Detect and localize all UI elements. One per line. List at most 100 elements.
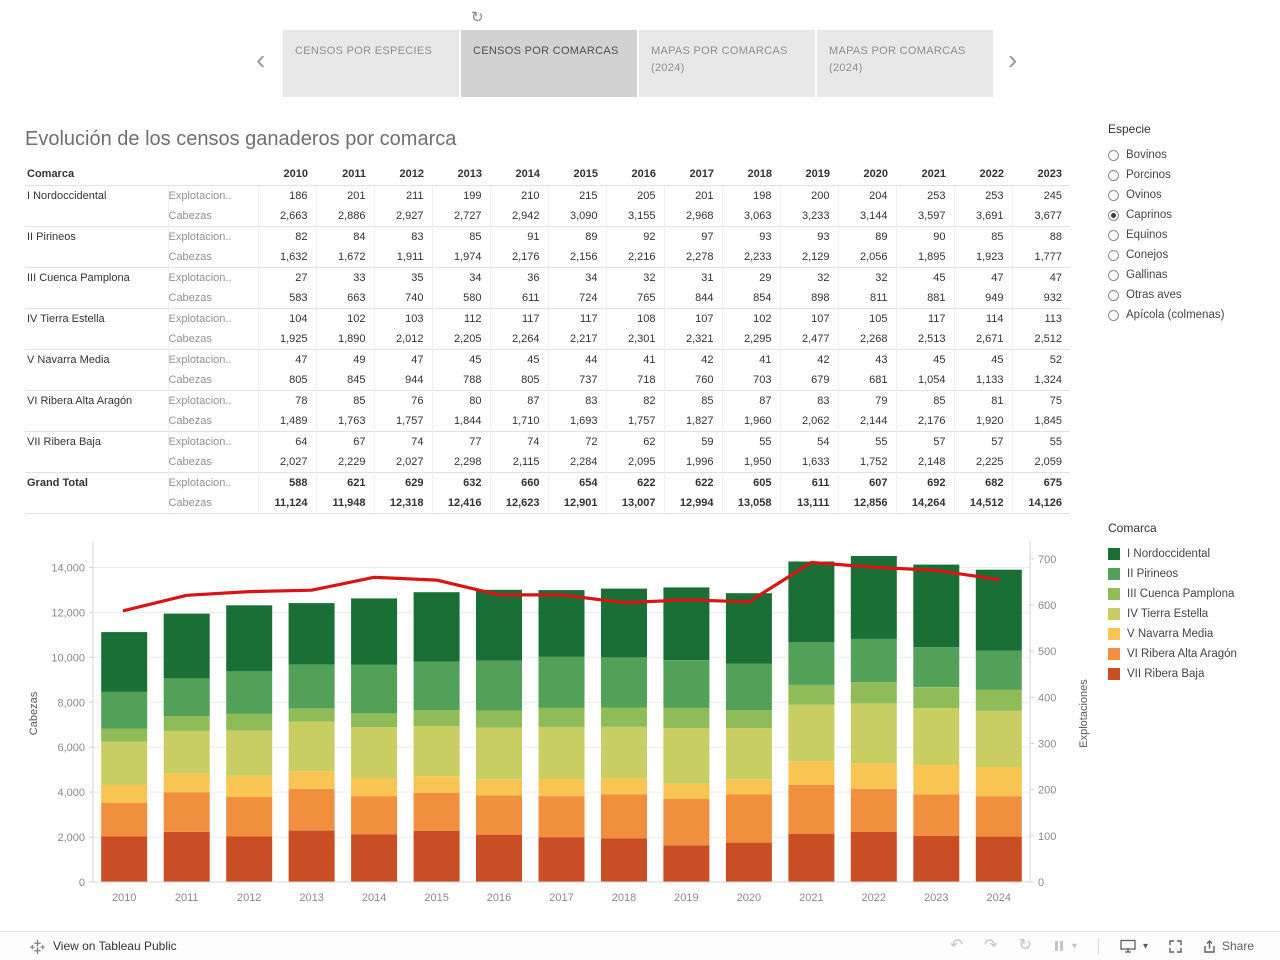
especie-option-otras-aves[interactable]: Otras aves: [1108, 285, 1278, 305]
cell-iii-cuenca-pamplona-2018[interactable]: 854: [721, 288, 780, 309]
cell-vi-ribera-alta-arag-n-2010[interactable]: 1,489: [257, 411, 316, 432]
cell-ii-pirineos-2021[interactable]: 1,895: [895, 247, 954, 268]
bar-segment-vi-ribera-alta-arag-n-2021[interactable]: [788, 784, 835, 834]
cell-i-nordoccidental-2021[interactable]: 253: [895, 185, 954, 206]
cell-vii-ribera-baja-2020[interactable]: 55: [837, 431, 896, 452]
radio-icon[interactable]: [1108, 169, 1119, 181]
cell-ii-pirineos-2011[interactable]: 84: [315, 226, 374, 247]
cell-vi-ribera-alta-arag-n-2016[interactable]: 82: [605, 390, 664, 411]
cell-grand-total-2013[interactable]: 632: [431, 472, 490, 493]
cell-ii-pirineos-2012[interactable]: 1,911: [373, 247, 432, 268]
cell-grand-total-2019[interactable]: 611: [779, 472, 838, 493]
cell-ii-pirineos-2010[interactable]: 82: [257, 226, 316, 247]
cell-i-nordoccidental-2016[interactable]: 3,155: [605, 206, 664, 227]
cell-iv-tierra-estella-2021[interactable]: 117: [895, 308, 954, 329]
cell-iii-cuenca-pamplona-2012[interactable]: 35: [373, 267, 432, 288]
cell-iii-cuenca-pamplona-2013[interactable]: 34: [431, 267, 490, 288]
measure-label[interactable]: Cabezas: [167, 370, 258, 391]
bar-segment-v-navarra-media-2016[interactable]: [476, 779, 522, 796]
cell-vii-ribera-baja-2023[interactable]: 55: [1011, 431, 1070, 452]
bar-segment-iii-cuenca-pamplona-2021[interactable]: [788, 684, 835, 705]
cell-i-nordoccidental-2021[interactable]: 3,597: [895, 206, 954, 227]
cell-iii-cuenca-pamplona-2022[interactable]: 47: [953, 267, 1012, 288]
measure-label[interactable]: Explotacion..: [167, 349, 258, 370]
legend-item-iv-tierra-estella[interactable]: IV Tierra Estella: [1108, 604, 1278, 624]
bar-segment-vi-ribera-alta-arag-n-2018[interactable]: [601, 794, 647, 839]
cell-v-navarra-media-2011[interactable]: 49: [315, 349, 374, 370]
cell-vii-ribera-baja-2011[interactable]: 2,229: [315, 452, 374, 473]
cell-iii-cuenca-pamplona-2015[interactable]: 724: [547, 288, 606, 309]
cell-ii-pirineos-2023[interactable]: 88: [1011, 226, 1070, 247]
cell-iii-cuenca-pamplona-2019[interactable]: 32: [779, 267, 838, 288]
cell-ii-pirineos-2013[interactable]: 1,974: [431, 247, 490, 268]
cell-iv-tierra-estella-2019[interactable]: 107: [779, 308, 838, 329]
cell-iii-cuenca-pamplona-2023[interactable]: 47: [1011, 267, 1070, 288]
redo-icon[interactable]: ↷: [984, 937, 998, 954]
cell-ii-pirineos-2018[interactable]: 93: [721, 226, 780, 247]
especie-option-conejos[interactable]: Conejos: [1108, 245, 1278, 265]
cell-vii-ribera-baja-2013[interactable]: 77: [431, 431, 490, 452]
bar-segment-i-nordoccidental-2022[interactable]: [850, 556, 897, 639]
cell-i-nordoccidental-2011[interactable]: 201: [315, 185, 374, 206]
bar-segment-vii-ribera-baja-2021[interactable]: [788, 833, 835, 882]
cell-vii-ribera-baja-2012[interactable]: 2,027: [373, 452, 432, 473]
bar-segment-vi-ribera-alta-arag-n-2020[interactable]: [725, 794, 772, 843]
cell-v-navarra-media-2013[interactable]: 45: [431, 349, 490, 370]
cell-vi-ribera-alta-arag-n-2020[interactable]: 2,144: [837, 411, 896, 432]
cell-vii-ribera-baja-2017[interactable]: 1,996: [663, 452, 722, 473]
bar-segment-iii-cuenca-pamplona-2010[interactable]: [101, 728, 148, 742]
cell-v-navarra-media-2014[interactable]: 805: [489, 370, 548, 391]
legend-item-v-navarra-media[interactable]: V Navarra Media: [1108, 624, 1278, 644]
cell-ii-pirineos-2016[interactable]: 2,216: [605, 247, 664, 268]
measure-label[interactable]: Cabezas: [167, 493, 258, 514]
cell-vi-ribera-alta-arag-n-2023[interactable]: 1,845: [1011, 411, 1070, 432]
cell-v-navarra-media-2015[interactable]: 44: [547, 349, 606, 370]
cell-iv-tierra-estella-2011[interactable]: 1,890: [315, 329, 374, 350]
bar-segment-i-nordoccidental-2012[interactable]: [226, 605, 273, 672]
cell-v-navarra-media-2023[interactable]: 52: [1011, 349, 1070, 370]
cell-grand-total-2021[interactable]: 692: [895, 472, 954, 493]
radio-icon[interactable]: [1108, 149, 1119, 161]
bar-segment-iv-tierra-estella-2017[interactable]: [538, 726, 585, 779]
bar-segment-v-navarra-media-2015[interactable]: [413, 776, 460, 793]
cell-vii-ribera-baja-2013[interactable]: 2,298: [431, 452, 490, 473]
cell-v-navarra-media-2010[interactable]: 805: [257, 370, 316, 391]
cell-ii-pirineos-2020[interactable]: 89: [837, 226, 896, 247]
cell-grand-total-2012[interactable]: 12,318: [373, 493, 432, 514]
cell-vii-ribera-baja-2019[interactable]: 1,633: [779, 452, 838, 473]
especie-option-ap-cola-colmenas[interactable]: Apícola (colmenas): [1108, 305, 1278, 325]
cell-vii-ribera-baja-2021[interactable]: 2,148: [895, 452, 954, 473]
cell-i-nordoccidental-2023[interactable]: 245: [1011, 185, 1070, 206]
measure-label[interactable]: Explotacion..: [167, 431, 258, 452]
cell-grand-total-2014[interactable]: 660: [489, 472, 548, 493]
cell-vi-ribera-alta-arag-n-2017[interactable]: 85: [663, 390, 722, 411]
bar-segment-vi-ribera-alta-arag-n-2017[interactable]: [538, 796, 585, 838]
cell-v-navarra-media-2021[interactable]: 45: [895, 349, 954, 370]
legend-item-vi-ribera-alta-arag-n[interactable]: VI Ribera Alta Aragón: [1108, 644, 1278, 664]
bar-segment-ii-pirineos-2023[interactable]: [913, 647, 960, 688]
cell-vii-ribera-baja-2018[interactable]: 55: [721, 431, 780, 452]
bar-segment-ii-pirineos-2015[interactable]: [413, 661, 460, 710]
cell-i-nordoccidental-2023[interactable]: 3,677: [1011, 206, 1070, 227]
cell-grand-total-2022[interactable]: 14,512: [953, 493, 1012, 514]
cell-i-nordoccidental-2016[interactable]: 205: [605, 185, 664, 206]
cell-grand-total-2019[interactable]: 13,111: [779, 493, 838, 514]
cell-ii-pirineos-2015[interactable]: 89: [547, 226, 606, 247]
measure-label[interactable]: Cabezas: [167, 411, 258, 432]
cell-i-nordoccidental-2017[interactable]: 2,968: [663, 206, 722, 227]
bar-segment-ii-pirineos-2020[interactable]: [725, 663, 772, 710]
cell-iv-tierra-estella-2020[interactable]: 105: [837, 308, 896, 329]
bar-segment-vii-ribera-baja-2023[interactable]: [913, 835, 960, 882]
cell-grand-total-2011[interactable]: 621: [315, 472, 374, 493]
cell-ii-pirineos-2018[interactable]: 2,233: [721, 247, 780, 268]
cell-ii-pirineos-2019[interactable]: 2,129: [779, 247, 838, 268]
cell-v-navarra-media-2014[interactable]: 45: [489, 349, 548, 370]
cell-i-nordoccidental-2017[interactable]: 201: [663, 185, 722, 206]
bar-segment-iv-tierra-estella-2016[interactable]: [476, 727, 522, 780]
bar-segment-vii-ribera-baja-2012[interactable]: [226, 836, 273, 883]
cell-vi-ribera-alta-arag-n-2021[interactable]: 85: [895, 390, 954, 411]
cell-vi-ribera-alta-arag-n-2013[interactable]: 1,844: [431, 411, 490, 432]
cell-iv-tierra-estella-2014[interactable]: 117: [489, 308, 548, 329]
bar-segment-i-nordoccidental-2020[interactable]: [725, 593, 772, 664]
bar-segment-iii-cuenca-pamplona-2014[interactable]: [351, 713, 398, 728]
